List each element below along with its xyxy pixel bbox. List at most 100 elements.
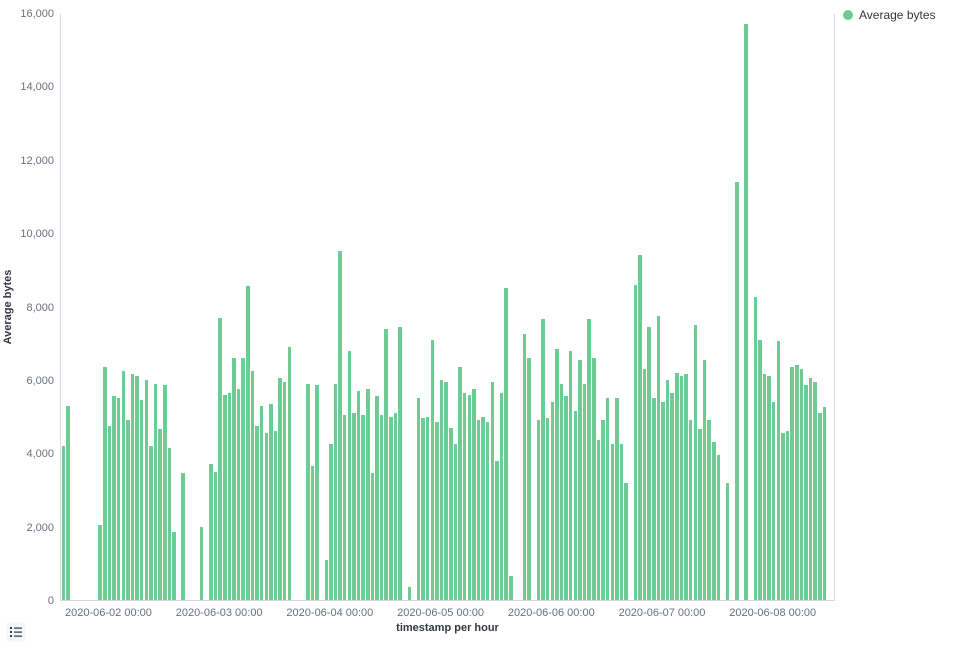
bar[interactable] — [398, 326, 402, 600]
bar[interactable] — [587, 319, 591, 600]
bar[interactable] — [352, 412, 356, 600]
bar[interactable] — [541, 319, 545, 600]
bar[interactable] — [601, 420, 605, 600]
bar[interactable] — [421, 418, 425, 600]
bar[interactable] — [366, 389, 370, 600]
bar[interactable] — [762, 374, 767, 600]
bar[interactable] — [582, 383, 587, 600]
bar[interactable] — [771, 401, 776, 600]
bar[interactable] — [467, 394, 471, 600]
bar[interactable] — [384, 328, 388, 600]
bar[interactable] — [269, 403, 273, 600]
bar[interactable] — [218, 317, 222, 600]
bar[interactable] — [527, 357, 531, 600]
bar[interactable] — [822, 407, 827, 600]
bar[interactable] — [453, 444, 458, 600]
bar[interactable] — [61, 445, 66, 600]
bar[interactable] — [255, 425, 259, 600]
legend-toggle-button[interactable] — [6, 622, 26, 642]
bar[interactable] — [112, 396, 116, 600]
bar[interactable] — [158, 429, 162, 600]
bar[interactable] — [767, 376, 771, 600]
bar[interactable] — [407, 587, 412, 600]
bar[interactable] — [310, 466, 315, 600]
bar[interactable] — [347, 350, 352, 600]
bar[interactable] — [264, 433, 269, 600]
bar[interactable] — [430, 339, 435, 600]
bar[interactable] — [522, 334, 527, 600]
bar[interactable] — [545, 418, 550, 600]
bar[interactable] — [338, 251, 342, 600]
bar[interactable] — [781, 433, 785, 600]
bar[interactable] — [555, 348, 559, 600]
bar[interactable] — [458, 367, 462, 600]
bar[interactable] — [790, 367, 794, 600]
bar[interactable] — [633, 284, 638, 600]
bar[interactable] — [642, 368, 647, 600]
bar[interactable] — [163, 385, 167, 600]
bar[interactable] — [596, 440, 601, 600]
bar[interactable] — [416, 398, 421, 600]
bar[interactable] — [126, 420, 130, 600]
bar[interactable] — [813, 381, 817, 600]
bar[interactable] — [795, 365, 799, 600]
bar[interactable] — [698, 429, 702, 600]
bar[interactable] — [481, 416, 485, 600]
bar[interactable] — [624, 482, 628, 600]
bar[interactable] — [559, 383, 564, 600]
bar[interactable] — [98, 524, 102, 600]
bar[interactable] — [232, 357, 236, 600]
bar[interactable] — [425, 416, 430, 600]
bar[interactable] — [389, 416, 393, 600]
bar[interactable] — [661, 401, 665, 600]
bar[interactable] — [578, 359, 582, 600]
bar[interactable] — [227, 392, 232, 600]
bar[interactable] — [725, 482, 730, 600]
bar[interactable] — [799, 368, 804, 600]
bar[interactable] — [647, 326, 651, 600]
bar[interactable] — [144, 379, 149, 600]
bar[interactable] — [273, 431, 278, 600]
bar[interactable] — [702, 359, 707, 600]
bar[interactable] — [130, 374, 135, 600]
bar[interactable] — [712, 442, 716, 600]
bar[interactable] — [476, 420, 481, 600]
bar[interactable] — [213, 471, 218, 600]
bar[interactable] — [259, 405, 264, 600]
bar[interactable] — [444, 381, 448, 600]
bar[interactable] — [241, 357, 245, 600]
bar[interactable] — [619, 444, 624, 600]
bar[interactable] — [785, 431, 790, 600]
bar[interactable] — [688, 420, 693, 600]
bar[interactable] — [449, 427, 453, 600]
bar[interactable] — [439, 379, 444, 600]
bar[interactable] — [107, 425, 112, 600]
bar[interactable] — [605, 398, 610, 600]
bar[interactable] — [656, 315, 661, 600]
bar[interactable] — [495, 460, 499, 600]
bar[interactable] — [472, 389, 476, 600]
bar[interactable] — [223, 394, 227, 600]
bar[interactable] — [679, 376, 684, 600]
bar[interactable] — [462, 392, 467, 600]
bar[interactable] — [638, 255, 642, 600]
bar[interactable] — [485, 422, 490, 600]
bar[interactable] — [250, 370, 255, 600]
bar[interactable] — [356, 390, 361, 600]
bar[interactable] — [149, 445, 153, 600]
bar[interactable] — [568, 350, 573, 600]
bar[interactable] — [490, 381, 495, 600]
bar[interactable] — [361, 414, 365, 600]
bar[interactable] — [329, 444, 333, 600]
bar[interactable] — [379, 414, 384, 600]
bar[interactable] — [172, 532, 176, 600]
bar[interactable] — [181, 473, 185, 600]
bar[interactable] — [121, 370, 126, 600]
bar[interactable] — [282, 381, 287, 600]
bar[interactable] — [716, 455, 721, 600]
bar[interactable] — [550, 401, 555, 600]
bar[interactable] — [592, 357, 596, 600]
bar[interactable] — [153, 383, 158, 600]
bar[interactable] — [278, 378, 282, 600]
bar[interactable] — [236, 389, 241, 600]
